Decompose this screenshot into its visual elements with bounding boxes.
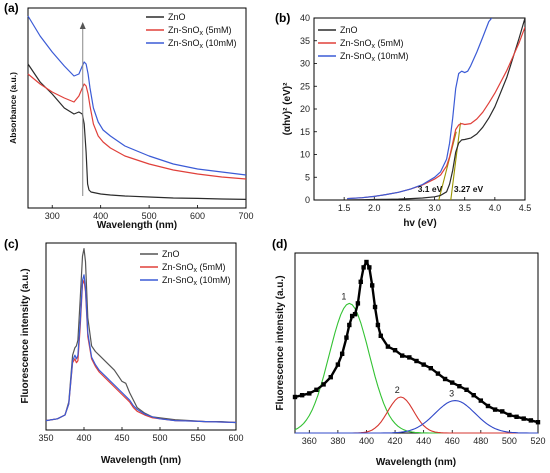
- panel-a-xtick-label: 700: [238, 211, 253, 221]
- panel-a-series-line-1: [27, 73, 247, 180]
- panel-a-arrow-head: [79, 22, 86, 29]
- panel-a: (a) Wavelength (nm) Absorbance (a.u.) 30…: [4, 1, 254, 231]
- panel-b-xtick-label: 2.0: [368, 203, 381, 213]
- panel-a-legend-label: Zn-SnOx (10mM): [168, 38, 237, 50]
- panel-b-xtick-label: 3.5: [458, 203, 471, 213]
- panel-c-xtick-label: 600: [228, 433, 243, 443]
- panel-c-ylabel: Fluorescence intensity (a.u.): [20, 268, 31, 403]
- panel-a-series-line-2: [27, 15, 247, 176]
- panel-d-fit-peak-2: [295, 400, 538, 434]
- panel-a-label: (a): [4, 1, 19, 15]
- panel-a-ylabel: Absorbance (a.u.): [8, 72, 18, 144]
- panel-b-xtick-label: 2.5: [398, 203, 411, 213]
- panel-d-xtick-label: 380: [330, 436, 345, 446]
- panel-a-legend-label: ZnO: [168, 12, 186, 22]
- panel-a-xtick-label: 300: [45, 211, 60, 221]
- panel-c-label: (c): [4, 237, 19, 251]
- panel-c-frame: [45, 242, 237, 431]
- panel-c-legend-label: Zn-SnOx (5mM): [162, 262, 226, 274]
- panel-d-xtick-label: 480: [473, 436, 488, 446]
- panel-c-xtick-label: 400: [76, 433, 91, 443]
- panel-c-xlabel: Wavelength (nm): [101, 455, 181, 466]
- panel-b: (b) hv (eV) (αhv)² (eV)² 1.5 2.0 2.5 3.0 3.5…: [275, 11, 531, 229]
- panel-b-tangent-line-1: [450, 122, 462, 200]
- panel-b-ytick-label: 25: [300, 81, 310, 91]
- panel-b-ytick-label: 5: [305, 172, 310, 182]
- panel-c-series-line-2: [45, 274, 237, 424]
- panel-b-xtick-label: 4.0: [489, 203, 502, 213]
- panel-a-xtick-label: 400: [93, 211, 108, 221]
- panel-a-xtick-label: 600: [190, 211, 205, 221]
- panel-d-xlabel: Wavelength (nm): [376, 457, 456, 468]
- panel-a-xlabel: Wavelength (nm): [97, 220, 177, 231]
- panel-b-xtick-label: 1.5: [338, 203, 351, 213]
- panel-b-ylabel: (αhv)² (eV)²: [282, 82, 293, 135]
- panel-d-measured-line: [294, 260, 539, 424]
- panel-c-xtick-label: 500: [152, 433, 167, 443]
- panel-b-ytick-label: 30: [300, 59, 310, 69]
- panel-d-xtick-label: 520: [530, 436, 545, 446]
- panel-c-xtick-label: 350: [38, 433, 53, 443]
- panel-b-legend-label: Zn-SnOx (5mM): [340, 38, 404, 50]
- panel-d-ylabel: Fluorescence intensity (a.u.): [275, 275, 286, 410]
- panel-b-ytick-label: 35: [300, 36, 310, 46]
- panel-b-series-line-2: [347, 18, 493, 200]
- panel-d-xtick-label: 460: [445, 436, 460, 446]
- panel-c-legend-label: ZnO: [162, 249, 180, 259]
- panel-b-label: (b): [275, 11, 290, 25]
- panel-b-bandgap-label-1: 3.27 eV: [454, 184, 484, 194]
- panel-b-legend-label: ZnO: [340, 25, 358, 35]
- panel-a-frame: [27, 7, 247, 209]
- panel-d: (d) Wavelength (nm) Fluorescence intensi…: [272, 237, 546, 468]
- panel-a-series-line-0: [27, 63, 247, 200]
- panel-d-frame: [294, 252, 539, 434]
- panel-b-xtick-label: 4.5: [519, 203, 532, 213]
- panel-a-legend-label: Zn-SnOx (5mM): [168, 25, 232, 37]
- panel-d-xtick-label: 360: [302, 436, 317, 446]
- panel-b-ytick-label: 15: [300, 127, 310, 137]
- panel-b-ytick-label: 0: [305, 195, 310, 205]
- panel-d-label: (d): [272, 237, 287, 251]
- panel-b-plot-area: [347, 18, 525, 200]
- panel-d-xtick-label: 420: [388, 436, 403, 446]
- panel-c-legend-label: Zn-SnOx (10mM): [162, 275, 231, 287]
- panel-b-series-line-1: [347, 26, 525, 200]
- panel-b-ytick-label: 40: [300, 13, 310, 23]
- panel-b-bandgap-label-0: 3.1 eV: [418, 184, 443, 194]
- panel-b-series-line-0: [347, 18, 525, 200]
- panel-a-xtick-label: 500: [142, 211, 157, 221]
- panel-d-xtick-label: 400: [359, 436, 374, 446]
- panel-c-xtick-label: 550: [190, 433, 205, 443]
- panel-b-xlabel: hv (eV): [403, 218, 436, 229]
- panel-d-peak-label-1: 2: [395, 385, 400, 395]
- panel-d-xtick-label: 440: [416, 436, 431, 446]
- panel-d-xtick-label: 500: [502, 436, 517, 446]
- panel-b-ytick-label: 20: [300, 104, 310, 114]
- panel-b-tangent-line-0: [438, 131, 457, 200]
- panel-c-series-line-0: [45, 248, 237, 424]
- panel-c-series-line-1: [45, 279, 237, 424]
- panel-b-legend-label: Zn-SnOx (10mM): [340, 51, 409, 63]
- panel-c: (c) Wavelength (nm) Fluorescence intensi…: [4, 237, 244, 466]
- panel-b-xtick-label: 3.0: [428, 203, 441, 213]
- panel-d-peak-label-2: 3: [449, 389, 454, 399]
- panel-c-xtick-label: 450: [114, 433, 129, 443]
- panel-b-ytick-label: 10: [300, 150, 310, 160]
- panel-d-peak-label-0: 1: [341, 291, 346, 301]
